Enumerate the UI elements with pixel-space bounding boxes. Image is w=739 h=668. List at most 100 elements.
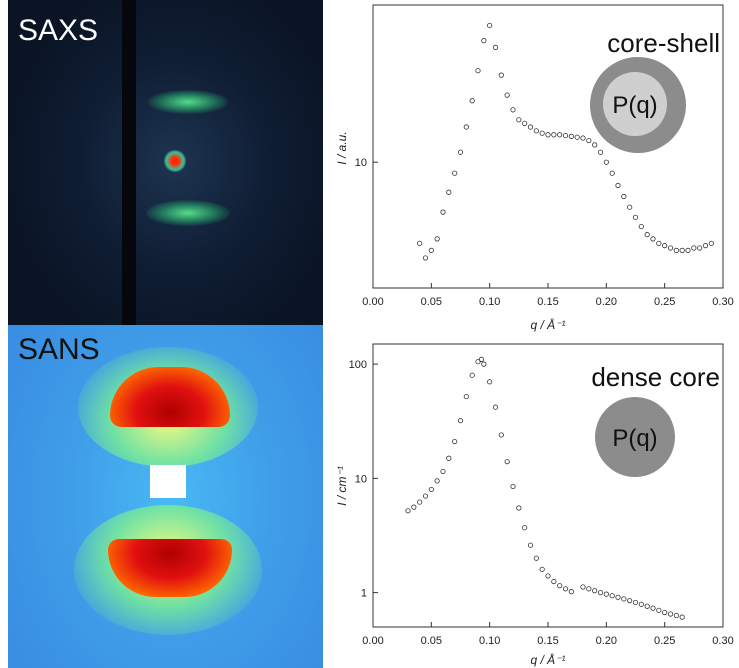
x-axis-ticks: 0.00 0.05 0.10 0.15 0.20 0.25 0.30 <box>362 283 734 308</box>
data-point <box>673 247 679 253</box>
data-point <box>650 605 656 611</box>
data-point <box>492 404 499 410</box>
data-point <box>568 589 574 595</box>
data-point <box>510 107 516 113</box>
data-point <box>475 359 481 365</box>
data-point <box>568 133 574 139</box>
data-point <box>580 135 586 141</box>
data-point <box>627 204 633 210</box>
y-axis-title: I / cm⁻¹ <box>335 466 349 506</box>
form-factor-label: P(q) <box>612 425 657 452</box>
x-axis-title: q / Å⁻¹ <box>530 317 565 332</box>
data-point <box>539 566 545 572</box>
data-point <box>475 68 481 74</box>
saxs-beamstop-bar <box>122 0 136 325</box>
data-point <box>469 372 475 378</box>
data-point <box>708 240 714 246</box>
data-point <box>478 356 485 362</box>
data-point <box>545 573 551 579</box>
x-tick-label: 0.25 <box>654 635 675 647</box>
dense-core-circle <box>595 397 675 477</box>
saxs-lower-arc <box>146 200 230 226</box>
y-tick-label: 1 <box>361 588 367 600</box>
data-point <box>463 124 469 130</box>
data-point <box>434 236 440 242</box>
data-point <box>457 149 464 155</box>
x-tick-label: 0.15 <box>537 296 558 308</box>
data-point <box>527 542 534 548</box>
data-point <box>644 603 650 609</box>
x-tick-label: 0.15 <box>537 635 558 647</box>
data-point <box>522 120 528 126</box>
data-point <box>685 247 691 253</box>
data-point <box>638 223 644 230</box>
data-point <box>574 134 580 140</box>
data-point <box>446 455 452 461</box>
data-point <box>632 214 639 220</box>
data-point <box>481 38 487 44</box>
data-point <box>603 591 609 597</box>
data-point <box>469 98 475 104</box>
data-point <box>597 590 604 596</box>
x-axis-ticks: 0.00 0.05 0.10 0.15 0.20 0.25 0.30 <box>362 622 734 647</box>
data-point <box>557 132 563 138</box>
data-points <box>405 356 685 620</box>
data-point <box>428 486 434 493</box>
data-point <box>522 525 528 531</box>
data-point <box>417 499 423 505</box>
data-point <box>697 245 703 251</box>
x-tick-label: 0.00 <box>362 635 383 647</box>
data-point <box>551 578 557 585</box>
data-point <box>638 601 644 607</box>
data-point <box>621 193 627 200</box>
data-point <box>609 593 615 599</box>
data-point <box>434 478 440 484</box>
data-point <box>428 247 434 253</box>
data-point <box>487 379 493 385</box>
data-point <box>592 588 598 594</box>
data-point <box>656 240 662 246</box>
x-tick-label: 0.30 <box>712 296 733 308</box>
core-circle <box>603 72 667 136</box>
sans-detector-image: SANS <box>8 325 323 668</box>
y-axis-ticks: 1 10 100 <box>349 359 378 600</box>
data-point <box>580 584 586 590</box>
sans-lower-peak <box>108 539 232 597</box>
data-point <box>702 243 709 249</box>
data-point <box>615 594 621 600</box>
saxs-label: SAXS <box>18 14 99 47</box>
data-point <box>650 236 656 242</box>
data-point <box>463 393 469 400</box>
saxs-beam-center <box>164 150 186 172</box>
data-point <box>510 483 516 490</box>
data-point <box>632 599 639 606</box>
data-point <box>662 609 668 616</box>
data-point <box>446 189 452 195</box>
data-point <box>679 614 685 620</box>
data-point <box>667 245 674 251</box>
sans-upper-peak <box>110 367 230 427</box>
x-tick-label: 0.30 <box>712 635 733 647</box>
data-point <box>562 586 569 592</box>
data-point <box>662 243 668 249</box>
data-point <box>597 149 604 155</box>
data-point <box>539 130 545 136</box>
y-tick-label: 100 <box>349 359 367 371</box>
x-tick-label: 0.05 <box>421 296 442 308</box>
data-point <box>516 505 522 511</box>
y-axis-ticks: 10 <box>355 157 378 169</box>
y-axis-title: I / a.u. <box>335 131 349 164</box>
dense-core-scattering-plot: 0.00 0.05 0.10 0.15 0.20 0.25 0.30 1 10 100 dens… <box>335 343 734 667</box>
data-point <box>422 255 429 261</box>
saxs-upper-arc <box>148 90 228 114</box>
saxs-detector-image: SAXS <box>8 0 323 325</box>
data-point <box>440 468 446 475</box>
data-point <box>551 132 557 138</box>
data-point <box>627 598 633 604</box>
core-shell-scattering-plot: 0.00 0.05 0.10 0.15 0.20 0.25 0.30 10 core-she… <box>335 4 734 332</box>
data-point <box>621 596 627 602</box>
y-tick-label: 10 <box>355 157 367 169</box>
x-tick-label: 0.10 <box>479 635 500 647</box>
data-point <box>679 247 685 253</box>
data-point <box>586 137 592 144</box>
